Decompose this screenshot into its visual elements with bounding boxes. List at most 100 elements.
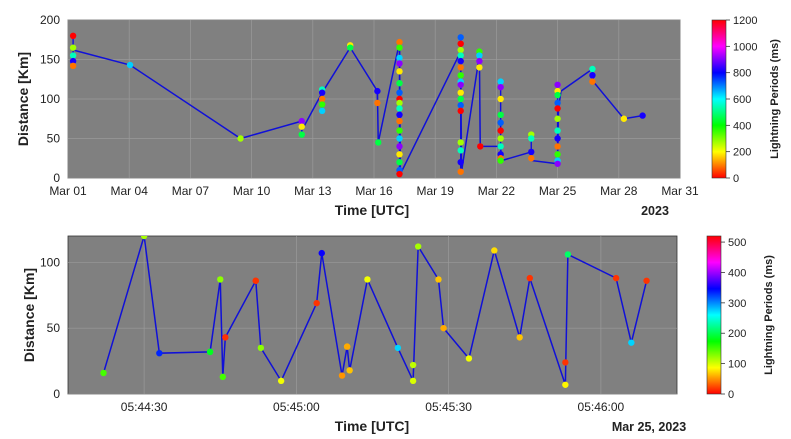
bottom-data-point [409,377,417,385]
bottom-data-point [217,276,224,283]
top-data-point [457,159,464,166]
top-data-point [554,135,561,142]
top-data-point [396,117,403,125]
top-data-point [374,99,381,107]
top-data-point [396,135,403,142]
bottom-data-point [100,369,107,377]
bottom-colorbar-tick-label: 100 [728,359,746,371]
top-data-point [396,38,403,46]
top-data-point [554,151,561,158]
top-data-point [375,139,382,146]
top-data-point [457,168,464,175]
top-x-tick-label: Mar 04 [111,184,149,198]
bottom-data-point [219,373,226,381]
bottom-y-tick-label: 100 [40,255,60,269]
bottom-data-point [564,251,572,258]
top-data-point [497,111,504,119]
bottom-y-axis-label: Distance [Km] [21,268,37,362]
top-data-point [554,115,561,122]
bottom-corner-date: Mar 25, 2023 [612,420,686,434]
bottom-data-marks [100,236,650,388]
top-data-point [126,61,134,69]
top-data-point [457,72,464,79]
bottom-data-point [409,361,417,369]
top-data-point [318,101,326,108]
top-data-point [347,44,354,51]
top-grid [67,19,681,179]
top-x-tick-label: Mar 01 [49,184,87,198]
top-x-ticks: Mar 01 Mar 04 Mar 07 Mar 10 Mar 13 Mar 16 Mar … [49,184,699,198]
top-data-point [497,119,504,126]
top-data-point [396,68,403,75]
top-data-point [497,127,504,134]
top-data-point [318,107,326,115]
top-data-point [396,170,403,178]
top-colorbar [711,19,727,179]
top-x-tick-label: Mar 19 [417,184,455,198]
top-data-point [374,87,381,95]
top-data-point [318,95,326,103]
bottom-colorbar-tick-label: 300 [728,298,746,310]
top-data-point [497,83,504,91]
bottom-x-ticks: 05:44:30 05:45:00 05:45:30 05:46:00 [121,400,625,414]
top-x-axis-label: Time [UTC] [335,202,409,218]
top-y-tick-label: 150 [40,53,60,67]
bottom-x-axis-label: Time [UTC] [335,418,409,434]
bottom-data-point [491,247,498,254]
top-x-tick-label: Mar 13 [294,184,332,198]
top-data-point [528,135,535,142]
top-data-point [396,105,403,112]
top-data-point [554,105,561,112]
bottom-data-point [257,344,265,352]
top-data-point [396,89,403,96]
top-data-point [554,81,561,88]
top-colorbar-ticks: 0 200 400 600 800 1000 1200 [726,15,757,185]
top-data-point [457,95,464,103]
top-x-tick-label: Mar 25 [539,184,577,198]
bottom-series-line [102,236,648,386]
top-data-point [554,99,561,107]
top-x-tick-label: Mar 28 [600,184,638,198]
bottom-y-tick-label: 0 [53,387,60,401]
bottom-data-point [222,334,229,341]
top-y-ticks: 0 50 100 150 200 [40,13,60,185]
top-data-point [554,160,561,167]
bottom-x-tick-label: 05:45:30 [425,400,472,414]
bottom-data-point [435,276,442,283]
top-colorbar-tick-label: 1000 [733,41,757,53]
top-data-point [457,139,464,146]
bottom-data-point [364,276,371,283]
bottom-x-tick-label: 05:46:00 [578,400,625,414]
top-data-point [396,127,403,134]
top-x-tick-label: Mar 22 [478,184,516,198]
top-x-tick-label: Mar 07 [172,184,210,198]
top-colorbar-tick-label: 0 [733,173,739,185]
bottom-data-point [440,324,447,332]
top-data-point [457,57,464,65]
top-data-point [589,65,596,73]
top-data-point [477,143,484,150]
top-data-point [396,80,403,87]
bottom-data-point [612,274,620,282]
top-data-point [476,64,483,71]
top-colorbar-label: Lightning Periods (ms) [769,39,781,159]
bottom-y-tick-label: 50 [47,321,61,335]
top-data-point [396,54,403,62]
top-data-point [497,95,504,103]
bottom-colorbar [706,235,722,395]
bottom-data-point [140,236,148,240]
bottom-data-point [465,355,473,362]
top-data-point [298,131,305,138]
bottom-x-tick-label: 05:45:00 [273,400,320,414]
top-data-point [69,44,77,51]
top-data-point [396,99,403,107]
top-data-point [457,107,464,115]
bottom-colorbar-tick-label: 400 [728,267,746,279]
top-x-tick-label: Mar 10 [233,184,271,198]
top-data-point [396,44,403,51]
bottom-data-point [343,343,351,350]
bottom-colorbar-tick-label: 0 [728,389,734,401]
bottom-grid [68,236,677,395]
top-y-tick-label: 0 [53,171,60,185]
